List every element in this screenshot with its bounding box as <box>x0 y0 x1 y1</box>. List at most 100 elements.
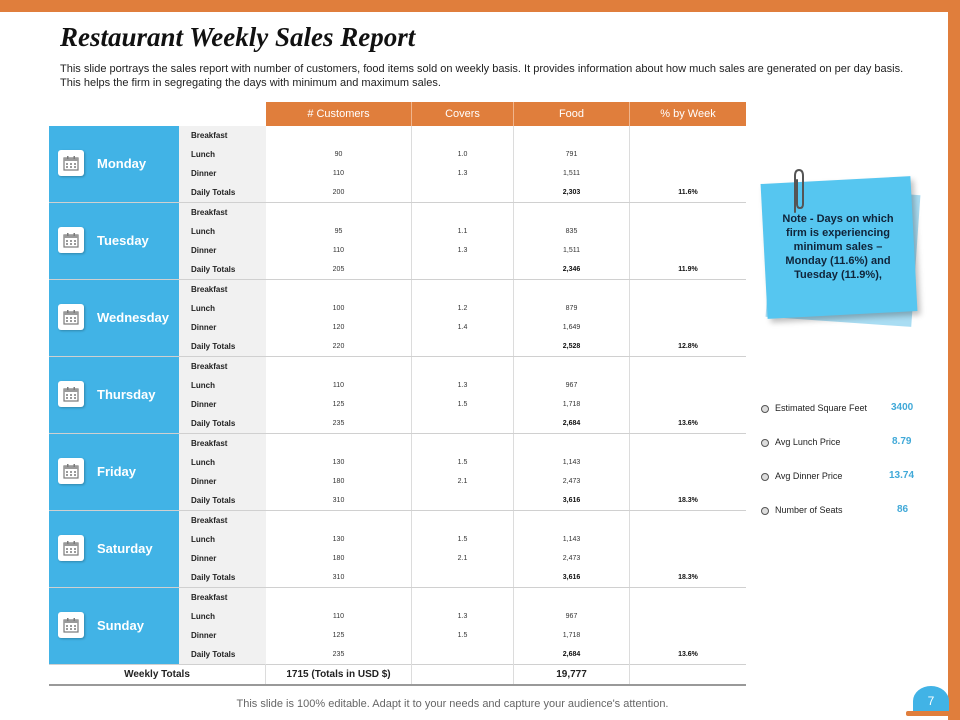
stat-label: Estimated Square Feet <box>775 403 868 413</box>
meal-label: Dinner <box>191 246 217 255</box>
table-cell: 1,511 <box>563 170 580 177</box>
calendar-icon <box>58 150 84 176</box>
table-cell: 125 <box>332 632 345 639</box>
table-cell <box>266 588 411 607</box>
table-cell: 18.3% <box>678 574 698 581</box>
table-cell: 180 <box>332 478 345 485</box>
table-cell: 1,718 <box>562 401 581 408</box>
totals-food: 19,777 <box>514 664 630 684</box>
table-cell: 2,473 <box>562 555 581 562</box>
table-cell: 205 <box>332 266 345 273</box>
totals-customers: 1715 (Totals in USD $) <box>266 664 412 684</box>
table-cell <box>514 280 629 299</box>
table-cell <box>630 472 746 491</box>
day-label: Tuesday <box>49 203 179 279</box>
table-cell <box>266 511 411 530</box>
table-cell: 835 <box>565 228 578 235</box>
table-cell: 3,616 <box>562 497 581 504</box>
table-cell <box>630 511 746 530</box>
covers-column: 1.5 2.1 <box>412 511 514 587</box>
meal-label: Dinner <box>191 477 217 486</box>
meal-label: Breakfast <box>191 208 228 217</box>
pct-column: 13.6% <box>630 357 746 433</box>
meal-list: Breakfast Lunch Dinner Daily Totals <box>179 588 266 664</box>
table-cell: 1.3 <box>457 613 468 620</box>
table-cell: 130 <box>332 536 345 543</box>
table-cell: 110 <box>332 170 345 177</box>
table-cell: 1.5 <box>457 459 468 466</box>
meal-label: Daily Totals <box>191 188 236 197</box>
table-cell: 1.5 <box>457 536 468 543</box>
day-row-saturday: Saturday Breakfast Lunch Dinner Daily Totals… <box>49 511 746 588</box>
table-cell <box>412 491 513 510</box>
table-cell: 1,649 <box>562 324 581 331</box>
table-cell: 1.3 <box>457 247 468 254</box>
meal-label: Lunch <box>191 381 215 390</box>
table-cell <box>514 357 629 376</box>
table-cell: 100 <box>332 305 345 312</box>
meal-list: Breakfast Lunch Dinner Daily Totals <box>179 126 266 202</box>
table-cell <box>514 588 629 607</box>
stat-label: Number of Seats <box>775 505 843 515</box>
covers-column: 1.3 1.5 <box>412 588 514 664</box>
table-cell: 235 <box>332 651 345 658</box>
day-row-tuesday: Tuesday Breakfast Lunch Dinner Daily Totals 9… <box>49 203 746 280</box>
calendar-icon <box>58 612 84 638</box>
table-cell: 2,684 <box>562 420 581 427</box>
table-cell: 130 <box>332 459 345 466</box>
day-name: Saturday <box>97 541 153 556</box>
header-customers: # Customers <box>266 102 412 126</box>
sales-table-body: Monday Breakfast Lunch Dinner Daily Totals 90… <box>49 126 746 665</box>
customers-column: 130 180 310 <box>266 511 412 587</box>
day-name: Tuesday <box>97 233 149 248</box>
page-number-base <box>906 711 958 716</box>
table-cell <box>412 588 513 607</box>
meal-label: Daily Totals <box>191 496 236 505</box>
bullet-icon <box>761 473 769 481</box>
stat-label: Avg Lunch Price <box>775 437 841 447</box>
table-cell <box>266 357 411 376</box>
table-cell: 11.9% <box>678 266 698 273</box>
table-cell <box>514 434 629 453</box>
table-cell <box>412 434 513 453</box>
meal-label: Daily Totals <box>191 650 236 659</box>
customers-column: 95 110 205 <box>266 203 412 279</box>
pct-column: 13.6% <box>630 588 746 664</box>
table-cell: 1.2 <box>457 305 468 312</box>
meal-label: Daily Totals <box>191 573 236 582</box>
table-cell: 2,473 <box>562 478 581 485</box>
day-label: Saturday <box>49 511 179 587</box>
table-cell: 1.1 <box>457 228 468 235</box>
meal-label: Breakfast <box>191 516 228 525</box>
table-cell <box>266 434 411 453</box>
bullet-icon <box>761 405 769 413</box>
table-cell: 200 <box>332 189 345 196</box>
meal-label: Dinner <box>191 554 217 563</box>
table-cell <box>266 280 411 299</box>
covers-column: 1.3 1.5 <box>412 357 514 433</box>
page-title: Restaurant Weekly Sales Report <box>60 22 416 52</box>
table-cell <box>630 376 746 395</box>
food-column: 835 1,511 2,346 <box>514 203 630 279</box>
top-border <box>0 0 960 12</box>
totals-label: Weekly Totals <box>49 664 266 684</box>
right-border <box>948 0 960 720</box>
customers-column: 110 125 235 <box>266 588 412 664</box>
day-row-friday: Friday Breakfast Lunch Dinner Daily Totals 13… <box>49 434 746 511</box>
meal-label: Dinner <box>191 631 217 640</box>
table-cell: 1,511 <box>563 247 580 254</box>
table-cell <box>412 126 513 145</box>
table-cell: 90 <box>334 151 343 158</box>
table-cell <box>412 568 513 587</box>
stat-square-feet: Estimated Square Feet 3400 <box>761 401 921 417</box>
table-cell <box>630 203 746 222</box>
meal-label: Lunch <box>191 535 215 544</box>
meal-list: Breakfast Lunch Dinner Daily Totals <box>179 357 266 433</box>
table-cell <box>412 260 513 279</box>
table-cell: 2.1 <box>457 555 468 562</box>
calendar-icon <box>58 458 84 484</box>
header-pct-by-week: % by Week <box>660 108 716 120</box>
food-column: 1,143 2,473 3,616 <box>514 434 630 510</box>
table-cell: 110 <box>332 613 345 620</box>
calendar-icon <box>58 381 84 407</box>
